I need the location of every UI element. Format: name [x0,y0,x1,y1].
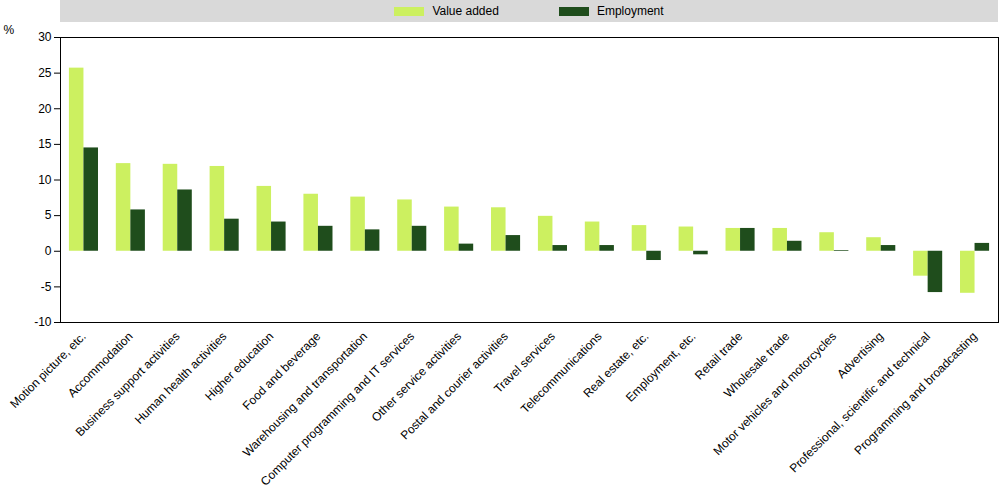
svg-text:0: 0 [45,244,52,258]
svg-text:Professional, scientific and t: Professional, scientific and technical [786,329,933,476]
svg-text:Food and beverage: Food and beverage [240,329,324,413]
svg-text:Computer programming and IT se: Computer programming and IT services [257,329,418,489]
svg-text:20: 20 [38,102,52,116]
svg-text:5: 5 [45,208,52,222]
svg-text:Retail trade: Retail trade [692,329,746,383]
svg-text:Advertising: Advertising [834,329,887,382]
svg-text:Human health activities: Human health activities [132,329,230,427]
svg-text:Programming and broadcasting: Programming and broadcasting [852,329,980,457]
svg-text:Motion picture, etc.: Motion picture, etc. [7,329,89,411]
svg-text:Real estate, etc.: Real estate, etc. [580,329,652,401]
svg-text:Accommodation: Accommodation [64,329,136,400]
svg-text:Higher education: Higher education [202,329,277,404]
svg-text:Warehousing and transportation: Warehousing and transportation [239,329,371,460]
svg-text:-10: -10 [34,315,52,329]
svg-text:Postal and courier activities: Postal and courier activities [397,329,511,443]
html-text:Employment: Employment [596,4,664,18]
svg-text:%: % [4,23,15,37]
svg-text:Wholesale trade: Wholesale trade [721,329,793,401]
svg-text:-5: -5 [41,280,52,294]
svg-text:Business support activities: Business support activities [72,329,183,440]
svg-text:25: 25 [38,66,52,80]
svg-text:Telecommunications: Telecommunications [518,329,605,416]
svg-text:Travel services: Travel services [491,329,558,396]
svg-text:10: 10 [38,173,52,187]
svg-text:Motor vehicles and motorcycles: Motor vehicles and motorcycles [710,329,840,458]
svg-text:30: 30 [38,30,52,44]
svg-text:Employment, etc.: Employment, etc. [623,329,698,404]
svg-text:Other service activities: Other service activities [369,329,464,424]
html-text:Value added: Value added [432,4,499,18]
svg-text:15: 15 [38,137,52,151]
